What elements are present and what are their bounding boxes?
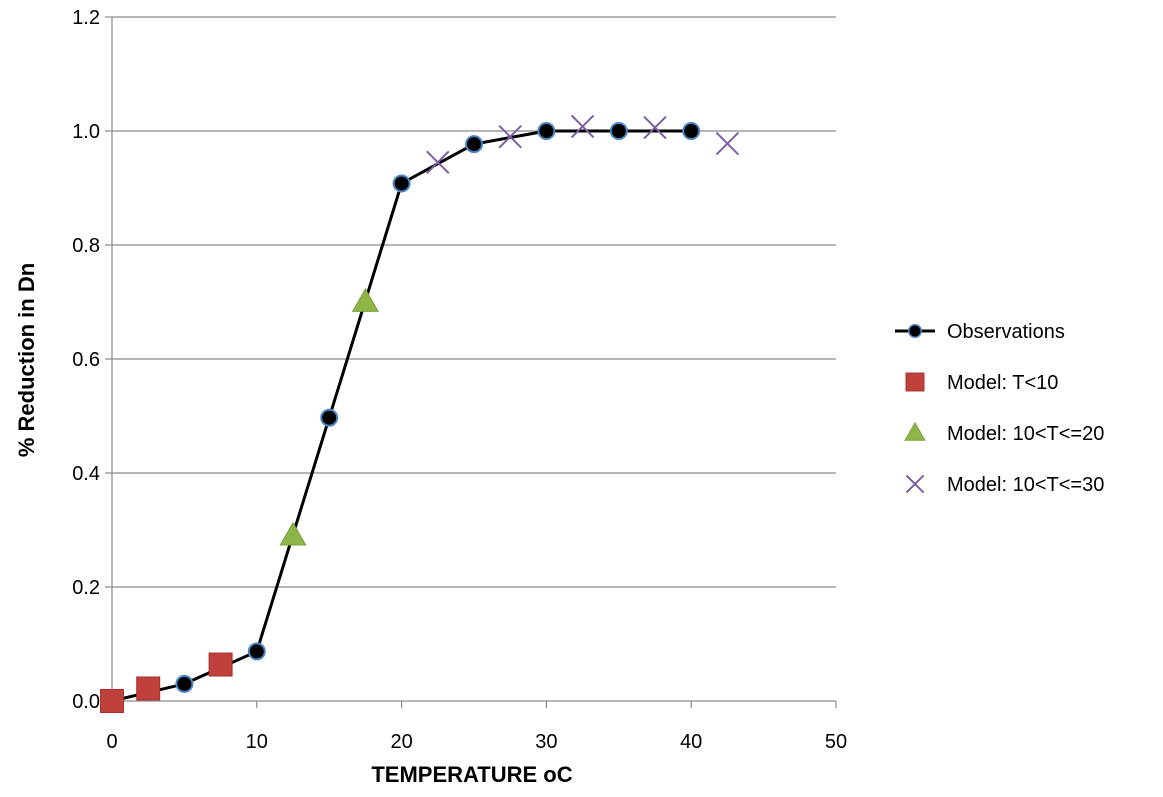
x-tick-label: 0: [106, 731, 117, 753]
legend-marker: [904, 421, 926, 441]
data-point: [426, 150, 450, 175]
data-point: [498, 124, 522, 149]
data-point: [320, 408, 339, 427]
x-tick-labels: 0 10 20 30 40 50: [106, 731, 847, 753]
data-point: [208, 652, 233, 677]
x-tick-label: 20: [390, 731, 412, 753]
legend-item: Model: 10<T<=30: [905, 474, 1104, 496]
y-tick-label: 1.0: [72, 121, 100, 143]
series-2: [279, 287, 380, 546]
data-point: [682, 122, 701, 140]
data-point: [100, 689, 124, 713]
legend-marker-stroke: [905, 474, 925, 494]
data-point: [715, 131, 740, 156]
y-tick-label: 0.4: [72, 463, 100, 485]
y-tick-label: 0.2: [72, 577, 100, 599]
legend-item: Observations: [895, 321, 1065, 343]
x-tick-label: 40: [680, 731, 702, 753]
data-point: [643, 115, 667, 140]
legend-marker: [907, 323, 923, 339]
data-point-stroke: [498, 124, 522, 149]
data-point: [570, 114, 595, 139]
series-line: [111, 129, 692, 703]
data-point: [175, 674, 194, 693]
data-point: [537, 122, 556, 140]
data-point: [609, 122, 628, 140]
series-1: [100, 652, 233, 713]
data-point: [247, 642, 266, 661]
x-tick-label: 10: [246, 731, 268, 753]
legend-label: Observations: [947, 321, 1065, 343]
data-point-stroke: [715, 131, 740, 156]
y-axis-title: % Reduction in Dn: [14, 263, 39, 457]
legend-label: Model: T<10: [947, 372, 1058, 394]
grid: [112, 16, 836, 588]
data-point: [392, 174, 411, 193]
legend-label: Model: 10<T<=30: [947, 474, 1104, 496]
legend-marker: [905, 474, 925, 494]
data-point: [465, 135, 483, 154]
y-tick-labels: 0.0 0.2 0.4 0.6 0.8 1.0 1.2: [72, 7, 100, 713]
y-tick-label: 0.0: [72, 691, 100, 713]
legend-label: Model: 10<T<=20: [947, 423, 1104, 445]
series-3: [426, 114, 740, 175]
data-point-stroke: [426, 150, 450, 175]
data-point: [136, 676, 161, 701]
legend-marker: [905, 372, 925, 392]
legend: Observations Model: T<10 Model: 10<T<=20 Mo…: [895, 321, 1104, 496]
data-point: [279, 521, 307, 546]
series-0: [103, 122, 701, 710]
y-tick-label: 0.6: [72, 349, 100, 371]
legend-item: Model: T<10: [905, 372, 1058, 394]
data-point-stroke: [643, 115, 667, 140]
y-tick-label: 1.2: [72, 7, 100, 29]
data-point: [351, 287, 380, 312]
y-tick-label: 0.8: [72, 235, 100, 257]
legend-item: Model: 10<T<=20: [904, 421, 1104, 445]
axes: [105, 16, 837, 708]
x-tick-label: 30: [535, 731, 557, 753]
x-tick-label: 50: [825, 731, 847, 753]
series: [100, 114, 740, 713]
data-point-stroke: [570, 114, 595, 139]
x-axis-title: TEMPERATURE oC: [371, 762, 572, 787]
